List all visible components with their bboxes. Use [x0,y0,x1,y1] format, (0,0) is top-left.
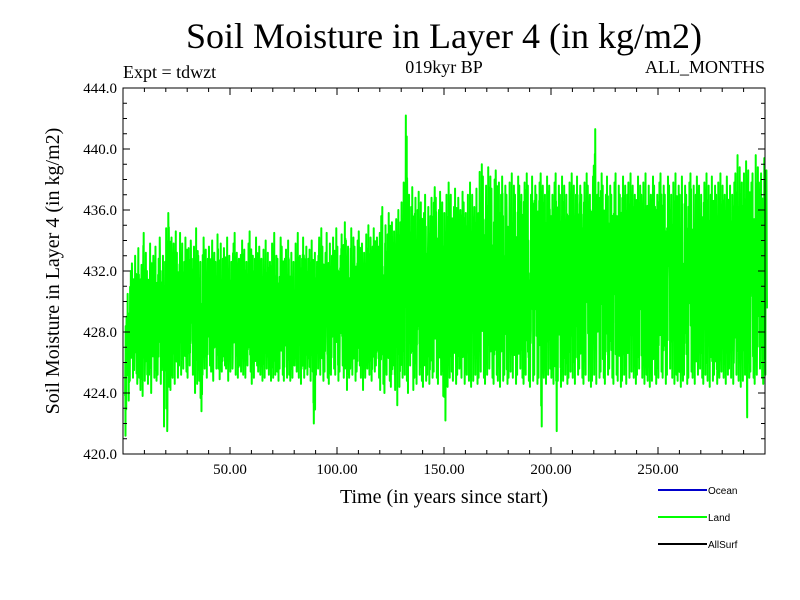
legend: Ocean Land AllSurf [658,486,738,551]
y-tick-label: 424.0 [83,386,117,402]
y-axis-label: Soil Moisture in Layer 4 (in kg/m2) [42,128,64,415]
legend-label: AllSurf [708,540,738,551]
y-tick-label: 436.0 [83,203,117,219]
y-tick-label: 440.0 [83,142,117,158]
subtitle-right: ALL_MONTHS [645,57,765,77]
x-tick-label: 150.00 [423,462,464,478]
subtitle-center: 019kyr BP [405,57,483,77]
y-tick-label: 428.0 [83,325,117,341]
x-axis-label: Time (in years since start) [340,486,548,508]
y-tick-label: 444.0 [83,81,117,97]
legend-label: Land [708,513,730,524]
x-tick-label: 50.00 [213,462,247,478]
axis-ticks: 420.0 424.0 428.0 432.0 436.0 440.0 444.0 50.00… [83,81,765,478]
series-line-group [124,114,768,437]
x-tick-label: 100.00 [316,462,357,478]
y-tick-label: 420.0 [83,447,117,463]
legend-label: Ocean [708,486,737,497]
chart-title: Soil Moisture in Layer 4 (in kg/m2) [186,16,702,56]
series-line-land [124,114,768,437]
y-tick-label: 432.0 [83,264,117,280]
subtitle-left: Expt = tdwzt [123,62,216,82]
x-tick-label: 250.00 [637,462,678,478]
x-tick-label: 200.00 [530,462,571,478]
